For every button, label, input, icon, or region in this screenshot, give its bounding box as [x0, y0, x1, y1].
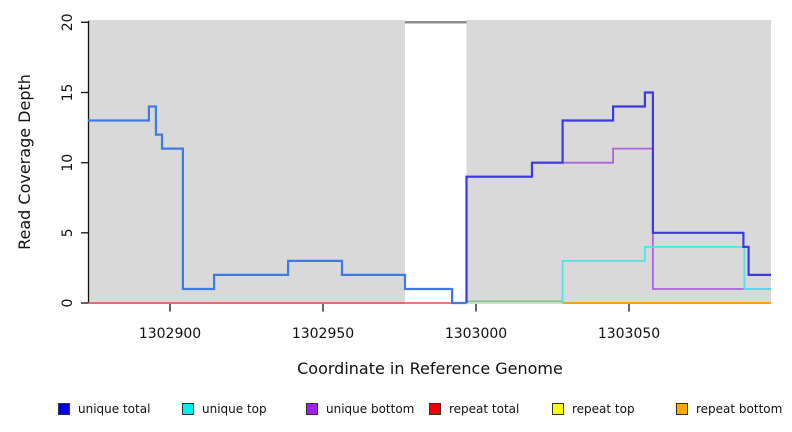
legend-label-unique-top: unique top: [202, 402, 267, 416]
legend-swatch-unique-top: [182, 403, 194, 415]
legend-label-repeat-bottom: repeat bottom: [696, 402, 783, 416]
legend-label-repeat-top: repeat top: [572, 402, 635, 416]
legend-swatch-repeat-total: [429, 403, 441, 415]
x-tick-label: 1302900: [139, 326, 201, 342]
legend-item-repeat-top: repeat top: [552, 401, 635, 417]
series-unique-total-right-line: [465, 91, 771, 303]
legend-swatch-unique-bottom: [306, 403, 318, 415]
shaded-region-1: [88, 20, 405, 304]
series-lines-layer: [88, 91, 771, 305]
legend-label-unique-total: unique total: [78, 402, 151, 416]
series-unique-total-left-line: [88, 105, 467, 305]
legend-swatch-repeat-top: [552, 403, 564, 415]
legend-item-unique-bottom: unique bottom: [306, 401, 414, 417]
shaded-background-layer: [88, 20, 771, 304]
shaded-region-2: [466, 20, 771, 304]
x-tick-label: 1302950: [292, 326, 354, 342]
y-tick-label: 5: [60, 228, 76, 237]
x-tick-label: 1303000: [445, 326, 507, 342]
tick-label-layer: 0 5 10 15 20 1302900 1302950 1303000 1303050: [60, 13, 660, 342]
y-tick-label: 15: [60, 84, 76, 102]
axis-layer: [81, 21, 630, 312]
legend-item-unique-total: unique total: [58, 401, 150, 417]
legend-label-repeat-total: repeat total: [449, 402, 520, 416]
y-tick-label: 10: [60, 154, 76, 172]
legend-swatch-unique-total: [58, 403, 70, 415]
x-axis-title: Coordinate in Reference Genome: [297, 359, 563, 378]
legend-label-unique-bottom: unique bottom: [326, 402, 415, 416]
legend-item-repeat-total: repeat total: [429, 401, 519, 417]
y-tick-label: 0: [60, 299, 76, 308]
legend-item-repeat-bottom: repeat bottom: [676, 401, 782, 417]
y-axis-title: Read Coverage Depth: [15, 74, 34, 250]
legend-item-unique-top: unique top: [182, 401, 267, 417]
series-unique-top-line: [561, 245, 771, 303]
x-tick-label: 1303050: [598, 326, 660, 342]
legend-swatch-repeat-bottom: [676, 403, 688, 415]
y-tick-label: 20: [60, 13, 76, 31]
